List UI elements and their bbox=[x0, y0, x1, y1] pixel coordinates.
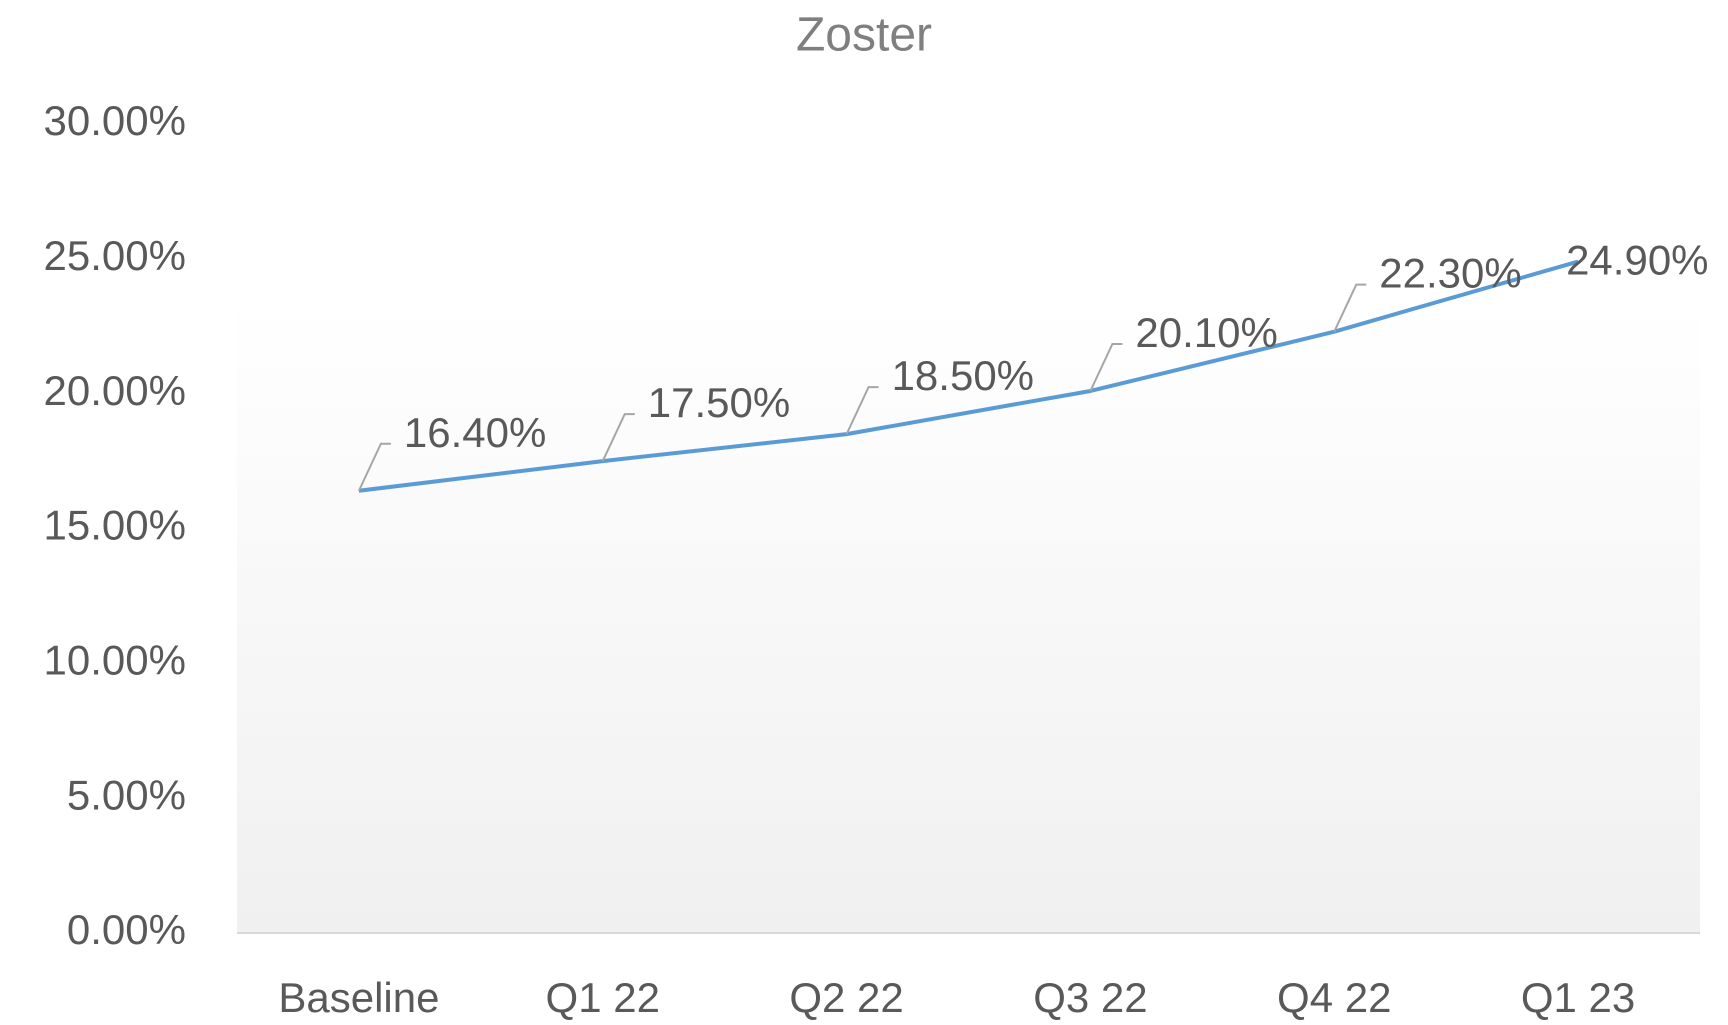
x-tick-label: Q2 22 bbox=[789, 974, 903, 1021]
y-tick-label: 5.00% bbox=[67, 771, 186, 818]
x-tick-label: Baseline bbox=[278, 974, 439, 1021]
leader-line bbox=[1089, 342, 1123, 392]
data-label: 20.10% bbox=[1135, 309, 1277, 356]
plot-background bbox=[237, 300, 1700, 933]
data-label: 22.30% bbox=[1379, 250, 1521, 297]
x-tick-label: Q1 23 bbox=[1521, 974, 1635, 1021]
x-tick-label: Q4 22 bbox=[1277, 974, 1391, 1021]
leader-line bbox=[601, 413, 635, 462]
y-tick-label: 25.00% bbox=[44, 232, 186, 279]
line-series bbox=[358, 259, 1579, 493]
y-tick-label: 15.00% bbox=[44, 502, 186, 549]
y-tick-label: 20.00% bbox=[44, 367, 186, 414]
x-tick-label: Q3 22 bbox=[1033, 974, 1147, 1021]
leader-line bbox=[845, 386, 879, 435]
y-tick-label: 10.00% bbox=[44, 636, 186, 683]
leader-line bbox=[1333, 283, 1367, 333]
data-label: 16.40% bbox=[404, 409, 546, 456]
data-label: 17.50% bbox=[648, 379, 790, 426]
y-tick-label: 0.00% bbox=[67, 906, 186, 953]
x-tick-label: Q1 22 bbox=[546, 974, 660, 1021]
data-label: 24.90% bbox=[1566, 237, 1708, 284]
data-label: 18.50% bbox=[892, 352, 1034, 399]
y-tick-label: 30.00% bbox=[44, 97, 186, 144]
leader-line bbox=[358, 442, 391, 492]
chart-title: Zoster bbox=[796, 9, 932, 62]
